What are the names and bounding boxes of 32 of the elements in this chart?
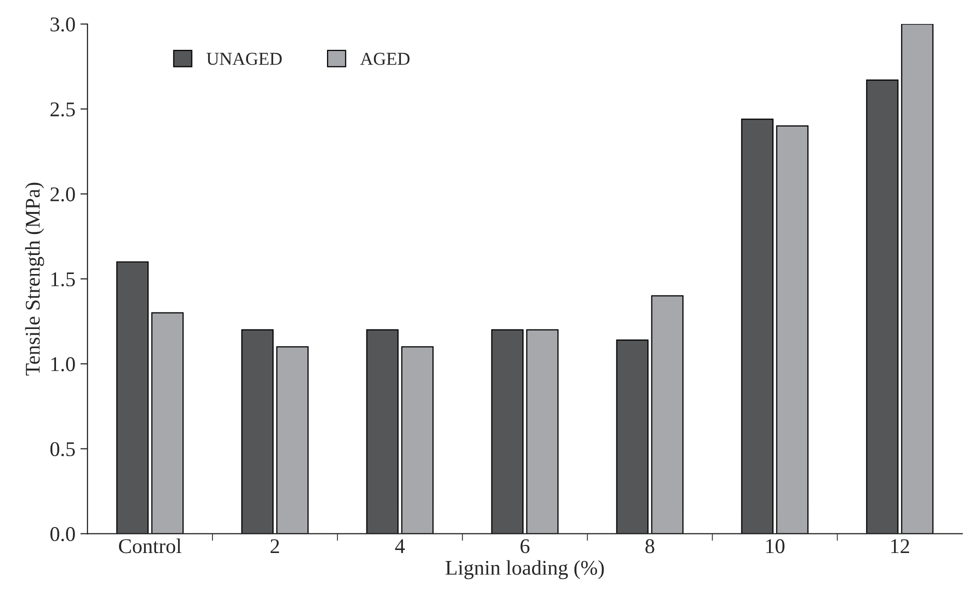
y-tick-label: 1.0 — [51, 357, 75, 372]
bar — [276, 346, 309, 534]
x-tick-label: 4 — [395, 539, 405, 554]
bar — [776, 125, 808, 534]
y-axis-title: Tensile Strength (MPa) — [25, 182, 44, 376]
bar — [741, 118, 774, 534]
x-tick-label: 12 — [891, 539, 910, 554]
y-tick-label: 3.0 — [50, 17, 75, 32]
x-tick-label: 8 — [645, 539, 654, 554]
bar — [491, 329, 524, 534]
legend-label: AGED — [360, 52, 410, 65]
bar — [241, 329, 274, 534]
bar — [401, 346, 434, 534]
bar — [901, 24, 934, 534]
bar — [116, 261, 149, 534]
bar — [651, 295, 684, 534]
x-tick-label: 2 — [270, 539, 279, 554]
bar — [526, 329, 559, 534]
y-tick-label: 1.5 — [51, 272, 75, 286]
bar — [616, 339, 649, 534]
y-tick-label: 2.0 — [50, 187, 75, 202]
x-tick-label: Control — [118, 538, 182, 554]
bar — [151, 312, 184, 534]
legend-label: UNAGED — [206, 52, 282, 65]
x-tick-label: 6 — [520, 539, 530, 554]
y-tick-label: 0.0 — [50, 527, 75, 542]
x-tick-label: 10 — [766, 539, 784, 554]
y-tick-label: 2.5 — [50, 102, 75, 117]
bar — [366, 329, 399, 534]
x-axis-title: Lignin loading (%) — [446, 560, 604, 580]
y-tick-label: 0.5 — [50, 442, 75, 456]
bar — [866, 80, 898, 534]
